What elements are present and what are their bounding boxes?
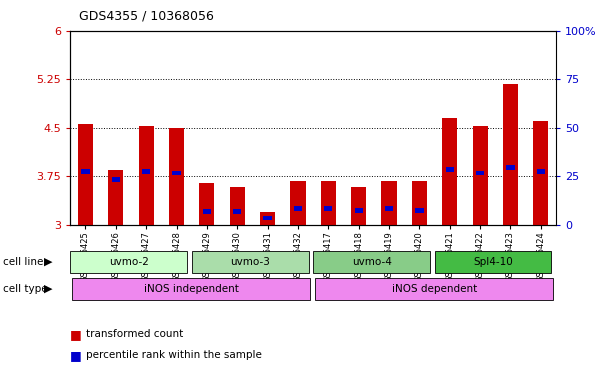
Text: iNOS independent: iNOS independent [144, 284, 239, 294]
Bar [536, 169, 545, 174]
Bar [230, 187, 245, 225]
Text: cell line: cell line [3, 257, 43, 267]
Bar [172, 170, 181, 175]
Text: iNOS dependent: iNOS dependent [392, 284, 477, 294]
Bar [321, 181, 336, 225]
Bar [70, 251, 187, 273]
Text: ▶: ▶ [44, 284, 53, 294]
Bar [112, 177, 120, 182]
Bar [81, 169, 90, 174]
Bar [351, 187, 366, 225]
Bar [199, 183, 214, 225]
Bar [169, 128, 184, 225]
Bar [192, 251, 309, 273]
Bar [412, 181, 427, 225]
Text: transformed count: transformed count [86, 329, 183, 339]
Bar [139, 126, 154, 225]
Text: uvmo-3: uvmo-3 [230, 257, 270, 267]
Bar [533, 121, 549, 225]
Bar [313, 251, 430, 273]
Bar [354, 208, 363, 213]
Bar [434, 251, 552, 273]
Bar [233, 209, 241, 214]
Bar [315, 278, 553, 300]
Text: ■: ■ [70, 328, 82, 341]
Bar [260, 212, 275, 225]
Bar [142, 169, 150, 174]
Bar [476, 170, 485, 175]
Bar [203, 209, 211, 214]
Bar [445, 167, 454, 172]
Bar [71, 278, 310, 300]
Text: percentile rank within the sample: percentile rank within the sample [86, 350, 262, 360]
Text: uvmo-4: uvmo-4 [352, 257, 392, 267]
Bar [507, 166, 514, 170]
Bar [503, 84, 518, 225]
Bar [263, 216, 272, 220]
Bar [472, 126, 488, 225]
Bar [290, 181, 306, 225]
Bar [442, 118, 458, 225]
Bar [415, 208, 423, 213]
Bar [385, 206, 393, 211]
Bar [324, 206, 332, 211]
Bar [294, 206, 302, 211]
Text: GDS4355 / 10368056: GDS4355 / 10368056 [79, 10, 214, 23]
Text: Spl4-10: Spl4-10 [473, 257, 513, 267]
Bar [78, 124, 93, 225]
Bar [108, 170, 123, 225]
Text: ■: ■ [70, 349, 82, 362]
Text: cell type: cell type [3, 284, 48, 294]
Bar [381, 181, 397, 225]
Text: uvmo-2: uvmo-2 [109, 257, 148, 267]
Text: ▶: ▶ [44, 257, 53, 267]
